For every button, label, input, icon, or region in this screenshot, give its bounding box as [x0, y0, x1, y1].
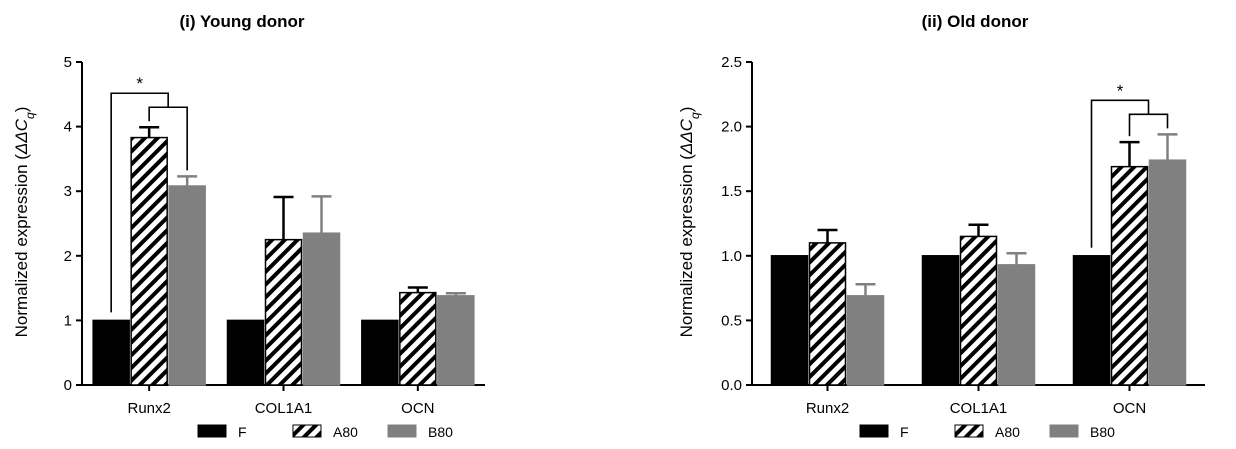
y-tick-label: 2.5	[721, 54, 742, 71]
bar-f-runx2	[92, 319, 130, 386]
x-tick-label-ocn: OCN	[1113, 400, 1146, 417]
x-tick-label-ocn: OCN	[401, 400, 434, 417]
bar-b80-col1a1	[302, 232, 341, 386]
y-tick-label: 1.5	[721, 183, 742, 200]
legend-swatch-f	[197, 424, 227, 438]
bar-b80-runx2	[168, 185, 206, 386]
x-tick-label-col1a1: COL1A1	[950, 400, 1008, 417]
legend-swatch-a80	[954, 424, 984, 438]
y-tick-label: 1	[64, 312, 72, 329]
bar-a80-runx2	[130, 136, 168, 386]
y-tick-label: 2	[64, 248, 72, 265]
significance-inner-bracket	[1128, 113, 1169, 137]
legend-label-b80: B80	[1090, 424, 1115, 440]
y-axis-label-text: Normalized expression (	[12, 154, 31, 338]
y-tick-label: 5	[64, 54, 72, 71]
bar-f-ocn	[1072, 255, 1111, 386]
bar-b80-ocn	[1148, 159, 1187, 386]
y-axis-label: Normalized expression (ΔΔCq)	[677, 107, 702, 338]
x-tick-label-col1a1: COL1A1	[255, 400, 313, 417]
bar-a80-runx2	[808, 242, 847, 386]
y-tick-label: 0.5	[721, 312, 742, 329]
legend-label-f: F	[238, 424, 247, 440]
bar-f-col1a1	[226, 319, 265, 386]
bar-f-col1a1	[921, 255, 960, 386]
legend-swatch-a80	[292, 424, 322, 438]
legend-label-b80: B80	[428, 424, 453, 440]
chart-title: (i) Young donor	[180, 12, 305, 31]
significance-star: *	[1117, 81, 1124, 100]
chart-young-donor: (i) Young donor Normalized expression (Δ…	[12, 12, 485, 440]
significance-star: *	[136, 74, 143, 93]
legend-label-a80: A80	[333, 424, 358, 440]
bar-a80-col1a1	[264, 238, 303, 386]
significance-outer-bracket	[110, 92, 169, 313]
chart-old-donor: (ii) Old donor Normalized expression (ΔΔ…	[677, 12, 1205, 440]
x-tick-label-runx2: Runx2	[127, 400, 170, 417]
x-tick-label-runx2: Runx2	[806, 400, 849, 417]
y-tick-label: 0	[64, 377, 72, 394]
y-axis-label-text: Normalized expression (	[677, 154, 696, 338]
y-axis-label-math: ΔΔC	[12, 118, 31, 155]
y-tick-label: 4	[64, 119, 72, 136]
y-axis-label-sub: q	[688, 112, 702, 119]
legend-swatch-f	[859, 424, 889, 438]
legend-swatch-b80	[387, 424, 417, 438]
y-axis-label: Normalized expression (ΔΔCq)	[12, 107, 37, 338]
bar-a80-col1a1	[959, 235, 998, 386]
bar-b80-runx2	[846, 295, 885, 386]
y-axis-label-sub: q	[23, 112, 37, 119]
bar-b80-ocn	[437, 295, 475, 386]
bar-f-runx2	[770, 255, 809, 386]
y-axis-label-close: )	[677, 107, 696, 113]
chart-title: (ii) Old donor	[922, 12, 1029, 31]
y-tick-label: 1.0	[721, 248, 742, 265]
y-axis-label-math: ΔΔC	[677, 118, 696, 155]
bar-b80-col1a1	[997, 264, 1036, 386]
y-tick-label: 3	[64, 183, 72, 200]
bar-a80-ocn	[1110, 165, 1149, 386]
significance-outer-bracket	[1090, 99, 1150, 248]
bar-a80-ocn	[399, 291, 437, 386]
legend-label-a80: A80	[995, 424, 1020, 440]
y-axis-label-close: )	[12, 107, 31, 113]
y-tick-label: 0.0	[721, 377, 742, 394]
legend-label-f: F	[900, 424, 909, 440]
bar-f-ocn	[361, 319, 399, 386]
legend-swatch-b80	[1049, 424, 1079, 438]
y-tick-label: 2.0	[721, 119, 742, 136]
